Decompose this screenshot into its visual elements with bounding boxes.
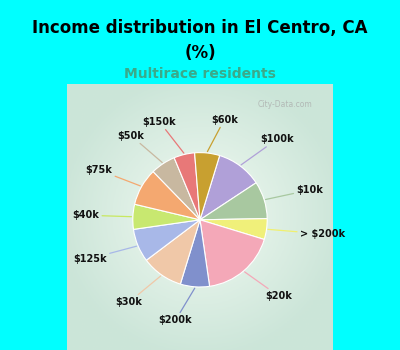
Wedge shape (153, 158, 200, 220)
Text: Income distribution in El Centro, CA: Income distribution in El Centro, CA (32, 19, 368, 37)
Wedge shape (174, 153, 200, 220)
Wedge shape (146, 220, 200, 284)
Text: $10k: $10k (266, 185, 323, 199)
Text: $150k: $150k (143, 117, 184, 153)
Wedge shape (195, 153, 220, 220)
Text: (%): (%) (184, 44, 216, 62)
Wedge shape (200, 155, 256, 220)
Text: $125k: $125k (73, 246, 137, 264)
Text: $60k: $60k (208, 114, 238, 152)
Text: $20k: $20k (245, 272, 292, 301)
Wedge shape (134, 220, 200, 260)
Wedge shape (200, 183, 267, 220)
Wedge shape (200, 220, 264, 286)
Text: $200k: $200k (159, 288, 195, 325)
Wedge shape (135, 172, 200, 220)
Text: Multirace residents: Multirace residents (124, 66, 276, 80)
Text: $30k: $30k (115, 276, 161, 307)
Text: $100k: $100k (241, 134, 294, 165)
Wedge shape (200, 219, 267, 239)
Text: $75k: $75k (86, 165, 140, 186)
Wedge shape (133, 204, 200, 229)
Text: $50k: $50k (118, 131, 162, 162)
Text: $40k: $40k (72, 210, 132, 220)
Text: > $200k: > $200k (268, 229, 345, 239)
Text: City-Data.com: City-Data.com (258, 100, 312, 109)
Wedge shape (180, 220, 210, 287)
